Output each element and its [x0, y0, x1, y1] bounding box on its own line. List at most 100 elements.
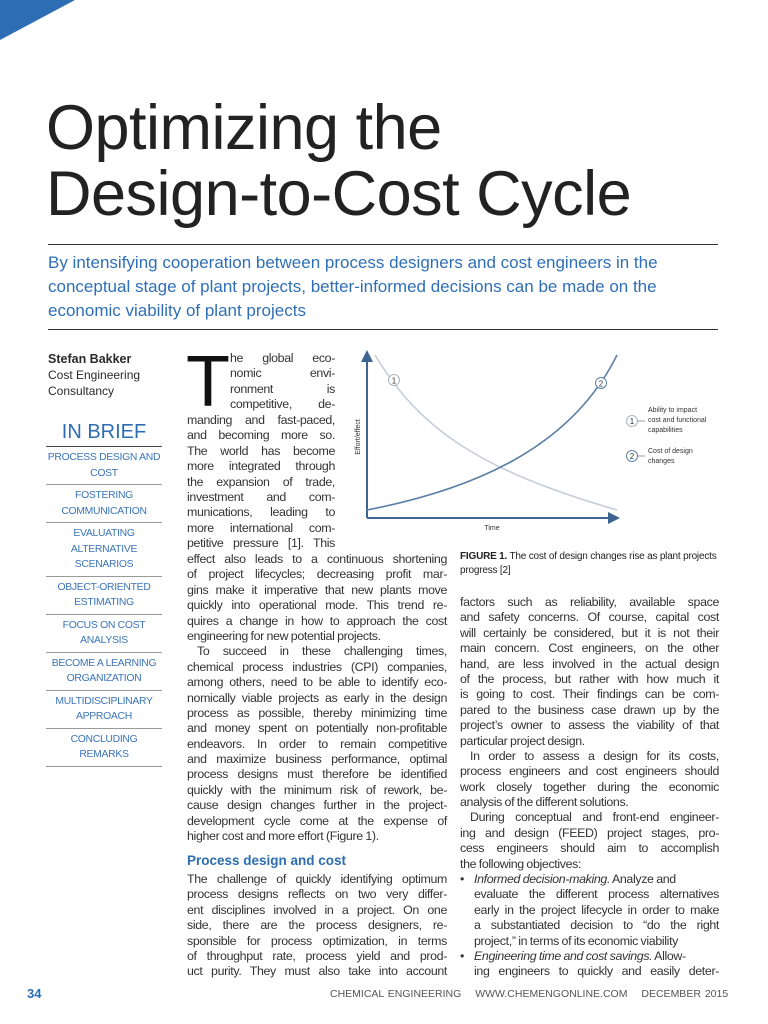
text-line: he global eco- — [230, 351, 335, 365]
svg-text:capabilities: capabilities — [648, 427, 683, 434]
text-line: sponsible for process optimization, in t… — [187, 933, 447, 948]
svg-text:cost and functional: cost and functional — [648, 417, 707, 424]
paragraph-cpi: To succeed in these challenging times, ch… — [187, 644, 447, 844]
author-affiliation: Consultancy — [48, 384, 115, 398]
in-brief-item[interactable]: PROCESS DESIGN AND COST — [46, 447, 162, 485]
in-brief-item[interactable]: MULTIDISCIPLINARY APPROACH — [46, 691, 162, 729]
text-line: process designs reflects on two very dif… — [187, 887, 447, 902]
svg-text:1: 1 — [392, 377, 397, 386]
article-title-line-1: Optimizing the — [46, 93, 442, 163]
text-line: competitive, de- — [230, 397, 335, 412]
text-line: uct purity. They must also take into acc… — [187, 964, 447, 979]
in-brief-item[interactable]: EVALUATING ALTERNATIVE SCENARIOS — [46, 523, 162, 577]
in-brief-item[interactable]: BECOME A LEARNING ORGANIZATION — [46, 653, 162, 691]
text-line: gins make it imperative that new plants … — [187, 582, 447, 597]
text-line: work closely together during the economi… — [460, 779, 719, 794]
text-line: chemical process industries (CPI) compan… — [187, 659, 447, 674]
objective-text: Allow- — [652, 948, 686, 963]
text-line: more international com- — [187, 520, 335, 535]
objectives-list: • Informed decision-making. Analyze and ev… — [460, 872, 719, 980]
text-line: cause design changes further in the proj… — [187, 798, 447, 813]
svg-text:2: 2 — [599, 380, 604, 389]
legend-item-2: 2 Cost of design changes — [626, 448, 693, 465]
figure-1-diagram: 1 2 Effort/effect Time 1 Ability to impa… — [355, 350, 707, 532]
author-block: Stefan Bakker Cost Engineering Consultan… — [48, 351, 168, 399]
footer-magazine: CHEMICAL ENGINEERING — [330, 988, 462, 1000]
text-line: investment and com- — [187, 489, 335, 504]
figure-caption-label: FIGURE 1. — [460, 551, 508, 562]
paragraph-intro-narrow: manding and fast-paced, and becoming more… — [187, 413, 335, 552]
svg-text:2: 2 — [630, 452, 635, 461]
text-line: is going to cost. Their findings can be … — [460, 687, 719, 702]
text-line: ing and design (FEED) project stages, pr… — [460, 825, 719, 840]
legend-item-1: 1 Ability to impact cost and functional … — [626, 407, 707, 434]
figure-caption: FIGURE 1. The cost of design changes ris… — [460, 550, 720, 578]
text-line: more integrated through — [187, 459, 335, 474]
in-brief-box: IN BRIEF PROCESS DESIGN AND COST FOSTERIN… — [46, 420, 162, 767]
text-line: factors such as reliability, available s… — [460, 595, 719, 609]
page-number: 34 — [27, 986, 42, 1001]
paragraph-group-left: effect also leads to a continuous shorte… — [187, 552, 447, 844]
bullet-icon: • — [460, 948, 464, 963]
text-line: a substantiated decision to “do the righ… — [474, 918, 719, 933]
objective-text: Analyze and — [610, 872, 676, 887]
text-line: The world has become — [187, 443, 335, 458]
curve-cost-of-design-changes — [366, 354, 618, 511]
text-line: side, there are the process designers, r… — [187, 918, 447, 933]
text-line: ing engineers to quickly and easily dete… — [474, 964, 719, 979]
svg-text:Ability to impact: Ability to impact — [648, 407, 697, 414]
text-line: and safety concerns. Of course, capital … — [460, 610, 719, 625]
drop-cap: T — [186, 342, 230, 422]
text-line: analysis of the different solutions. — [460, 795, 629, 810]
paragraph-assess-design: In order to assess a design for its cost… — [460, 749, 719, 811]
text-line: hand, are less involved in the actual de… — [460, 656, 719, 671]
text-line: effect also leads to a continuous shorte… — [187, 552, 447, 566]
paragraph-intro-wide: effect also leads to a continuous shorte… — [187, 552, 447, 644]
deck-divider — [48, 329, 718, 330]
text-line: Engineering time and cost savings. Allow… — [474, 949, 719, 964]
title-divider — [48, 244, 718, 245]
y-axis-label: Effort/effect — [355, 419, 362, 455]
text-line: ronment is — [230, 381, 335, 396]
paragraph-feed: During conceptual and front-end engineer… — [460, 810, 719, 872]
text-line: quickly with the minimum risk of rework,… — [187, 782, 447, 797]
in-brief-item[interactable]: FOCUS ON COST ANALYSIS — [46, 615, 162, 653]
section-heading: Process design and cost — [187, 853, 347, 868]
text-line: development cycle come at the expense of — [187, 813, 447, 828]
in-brief-list: PROCESS DESIGN AND COST FOSTERING COMMUNI… — [46, 447, 162, 767]
text-line: particular project design. — [460, 733, 585, 748]
right-column: factors such as reliability, available s… — [460, 595, 719, 980]
text-line: ent disciplines involved in a project. O… — [187, 902, 447, 917]
page-footer: CHEMICAL ENGINEERING WWW.CHEMENGONLINE.C… — [320, 988, 728, 1000]
text-line: petitive pressure [1]. This — [187, 536, 335, 551]
svg-text:1: 1 — [630, 417, 635, 426]
text-line: manding and fast-paced, — [187, 413, 335, 427]
footer-issue: DECEMBER 2015 — [641, 988, 729, 1000]
article-deck: By intensifying cooperation between proc… — [48, 253, 658, 320]
text-line: munications, leading to — [187, 505, 335, 520]
in-brief-item[interactable]: CONCLUDING REMARKS — [46, 729, 162, 767]
paragraph-intro-indented: he global eco-nomic envi-ronment is compe… — [230, 351, 335, 413]
author-name: Stefan Bakker — [48, 352, 132, 366]
objective-item: • Informed decision-making. Analyze and ev… — [460, 872, 719, 949]
text-line: quickly into operational mode. This tren… — [187, 598, 447, 613]
text-line: early in the project lifecycle in order … — [474, 902, 719, 917]
text-line: higher cost and more effort (Figure 1). — [187, 829, 379, 844]
in-brief-item[interactable]: OBJECT-ORIENTED ESTIMATING — [46, 577, 162, 615]
in-brief-item[interactable]: FOSTERING COMMUNICATION — [46, 485, 162, 523]
text-line: of throughput rate, process yield and pr… — [187, 948, 447, 963]
curve-ability-to-impact — [374, 354, 618, 511]
text-line: of project lifecycles; decreasing profit… — [187, 567, 447, 582]
in-brief-heading: IN BRIEF — [46, 420, 162, 447]
text-line: will certainly be considered, but it is … — [460, 625, 719, 640]
text-line: nomic envi- — [230, 366, 335, 381]
text-line: process designs must therefore be identi… — [187, 767, 447, 782]
curve-1-marker: 1 — [388, 374, 400, 386]
text-line: and becoming more so. — [187, 428, 335, 443]
text-line: quires a change in how to approach the c… — [187, 613, 447, 628]
objective-lead: Engineering time and cost savings. — [474, 948, 653, 963]
text-line: project’s owner to assess the viability … — [460, 718, 719, 733]
text-line: During conceptual and front-end engineer… — [470, 810, 719, 825]
footer-website: WWW.CHEMENGONLINE.COM — [475, 988, 628, 1000]
objective-item: • Engineering time and cost savings. Allo… — [460, 949, 719, 980]
